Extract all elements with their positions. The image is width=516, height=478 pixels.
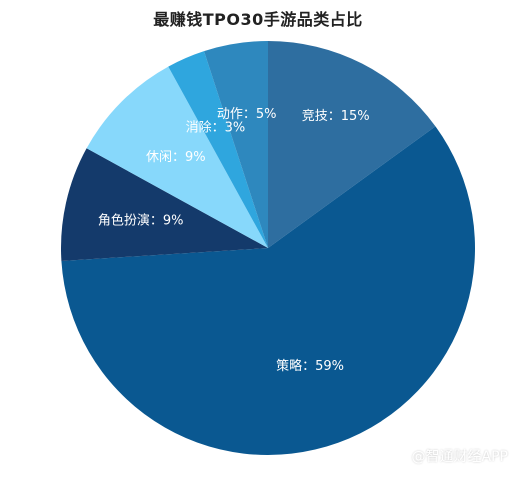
pie-label-6: 动作：5% — [217, 107, 277, 122]
chart-title: 最赚钱TPO30手游品类占比 — [153, 10, 363, 29]
pie-slice-4 — [86, 66, 268, 248]
pie-label-4: 休闲：9% — [146, 150, 206, 165]
watermark: @智通财经APP — [411, 449, 508, 465]
pie-slice-6 — [204, 41, 268, 248]
pie-label-2: 策略：59% — [276, 358, 344, 374]
pie-label-1: 竞技：15% — [302, 108, 370, 124]
pie-slice-3 — [61, 148, 268, 261]
pie-slice-2 — [61, 126, 475, 455]
pie-slice-5 — [168, 51, 268, 248]
pie-slice-1 — [268, 41, 436, 248]
pie-labels: 竞技：15% 策略：59% 角色扮演：9% 休闲：9% 消除：3%动作：5% — [98, 107, 370, 374]
pie-label-5: 消除：3% — [186, 120, 246, 135]
pie-label-3: 角色扮演：9% — [98, 213, 184, 229]
pie-slices — [61, 41, 475, 455]
